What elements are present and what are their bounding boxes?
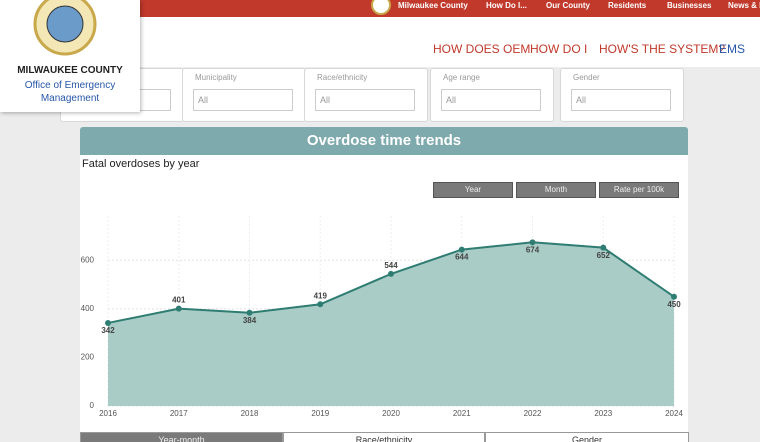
toggle-button[interactable]: Rate per 100k <box>599 182 679 198</box>
x-tick-label: 2017 <box>170 409 188 418</box>
filter-dropdown[interactable]: Municipality All <box>182 68 306 122</box>
point <box>388 270 394 277</box>
x-tick-label: 2023 <box>594 409 612 418</box>
data-label: 342 <box>101 326 115 335</box>
logo-line: Office of Emergency <box>24 80 116 91</box>
data-label: 644 <box>455 253 469 262</box>
select-box: All <box>193 89 293 111</box>
y-tick-label: 200 <box>81 353 95 362</box>
filter-label: Gender <box>573 73 600 82</box>
data-label: 384 <box>243 316 257 325</box>
top-bar: Milwaukee County How Do I... Our County … <box>0 0 760 17</box>
toggle-button[interactable]: Month <box>516 182 596 198</box>
main-nav-item[interactable]: HOW DOES OEM <box>433 42 531 56</box>
y-tick-label: 400 <box>81 304 95 313</box>
filter-label: Age range <box>443 73 480 82</box>
top-nav-item[interactable]: Milwaukee County <box>398 1 468 10</box>
select-box: All <box>571 89 671 111</box>
filter-value: All <box>198 95 209 105</box>
data-label: 544 <box>384 261 398 270</box>
top-nav-item[interactable]: Businesses <box>667 1 712 10</box>
tab[interactable]: Gender <box>485 432 689 442</box>
data-label: 450 <box>667 300 681 309</box>
point <box>246 309 253 316</box>
logo-line: MILWAUKEE COUNTY <box>17 65 123 76</box>
filter-dropdown[interactable]: Gender All <box>560 68 684 122</box>
top-nav-item[interactable]: Our County <box>546 1 590 10</box>
point <box>671 293 677 300</box>
x-tick-label: 2016 <box>99 409 117 418</box>
data-label: 401 <box>172 296 186 305</box>
chart: Fatal overdoses by year 0 200 400 600 2016 20… <box>81 158 684 418</box>
tab[interactable]: Race/ethnicity <box>283 432 485 442</box>
filter-label: Municipality <box>195 73 237 82</box>
select-box: All <box>315 89 415 111</box>
panel-title: Overdose time trends <box>80 127 688 155</box>
data-label: 652 <box>597 251 611 260</box>
top-nav-item[interactable]: Residents <box>608 1 647 10</box>
logo-line: Management <box>40 93 100 104</box>
seal <box>33 0 97 56</box>
toggle-button[interactable]: Year <box>433 182 513 198</box>
logo-card[interactable]: MILWAUKEE COUNTY Office of Emergency Man… <box>0 0 140 112</box>
x-tick-label: 2024 <box>665 409 683 418</box>
chart-panel: Fatal overdoses by year 0 200 400 600 2016 20… <box>80 155 688 432</box>
x-tick-label: 2021 <box>453 409 471 418</box>
main-nav-item[interactable]: HOW'S THE SYSTEM? <box>599 42 726 56</box>
filter-value: All <box>320 95 331 105</box>
chart-title: Fatal overdoses by year <box>82 158 200 170</box>
x-tick-label: 2019 <box>311 409 329 418</box>
point <box>529 239 536 246</box>
y-tick-label: 0 <box>90 401 95 410</box>
point <box>175 305 182 312</box>
filter-value: All <box>576 95 587 105</box>
x-tick-label: 2022 <box>524 409 542 418</box>
point <box>600 244 607 251</box>
point <box>105 319 111 326</box>
main-nav-item[interactable]: HOW DO I <box>530 42 588 56</box>
y-tick-label: 600 <box>81 255 95 264</box>
data-label: 419 <box>314 291 328 300</box>
filter-label: Race/ethnicity <box>317 73 368 82</box>
area <box>108 242 674 406</box>
top-nav-item[interactable]: News & Events <box>728 1 760 10</box>
filter-dropdown[interactable]: Race/ethnicity All <box>304 68 428 122</box>
point <box>458 246 465 253</box>
tab[interactable]: Year-month <box>80 432 283 442</box>
top-nav-item[interactable]: How Do I... <box>486 1 527 10</box>
x-tick-label: 2020 <box>382 409 400 418</box>
small-seal <box>371 0 391 15</box>
x-tick-label: 2018 <box>241 409 259 418</box>
data-label: 674 <box>526 245 540 254</box>
filter-value: All <box>446 95 457 105</box>
main-nav-item[interactable]: EMS <box>719 42 746 56</box>
select-box: All <box>441 89 541 111</box>
filter-dropdown[interactable]: Age range All <box>430 68 554 122</box>
point <box>317 301 324 308</box>
